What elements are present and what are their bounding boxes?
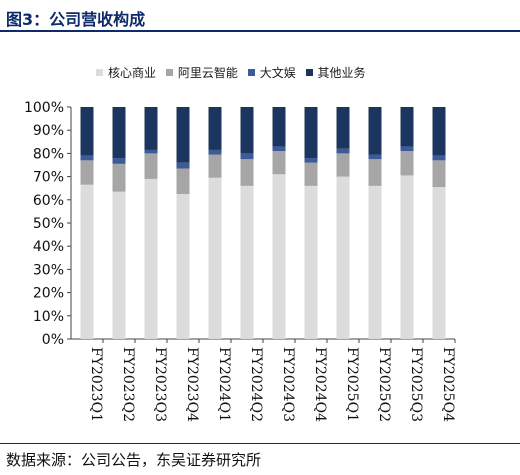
bar-segment bbox=[336, 176, 350, 339]
bar-segment bbox=[176, 194, 190, 339]
x-tick-label: FY2025Q3 bbox=[408, 347, 424, 422]
x-tick-label: FY2023Q1 bbox=[88, 347, 104, 422]
bar-segment bbox=[240, 185, 254, 339]
y-tick-label: 20% bbox=[33, 286, 64, 302]
bar-segment bbox=[80, 155, 94, 161]
bar-segment bbox=[144, 149, 158, 154]
bar-segment bbox=[240, 107, 254, 154]
bar-segment bbox=[400, 175, 414, 339]
bar-segment bbox=[272, 146, 286, 152]
y-tick-label: 70% bbox=[33, 170, 64, 186]
y-tick-label: 0% bbox=[42, 332, 64, 348]
bar-segment bbox=[208, 149, 222, 155]
legend-label-entertainment: 大文娱 bbox=[259, 66, 296, 80]
bar-segment bbox=[336, 148, 350, 154]
bar-segment bbox=[304, 162, 318, 186]
bar-segment bbox=[368, 159, 382, 186]
y-tick-label: 80% bbox=[33, 146, 64, 162]
y-tick-label: 60% bbox=[33, 193, 64, 209]
bar-segment bbox=[432, 160, 446, 188]
bar-segment bbox=[336, 107, 350, 149]
bar-segment bbox=[304, 185, 318, 339]
bar-segment bbox=[368, 154, 382, 160]
x-tick-label: FY2024Q2 bbox=[248, 347, 264, 422]
legend-item-core: 核心商业 bbox=[96, 64, 156, 81]
legend-swatch-other bbox=[305, 69, 313, 76]
bar-segment bbox=[80, 107, 94, 156]
x-tick-label: FY2023Q4 bbox=[184, 347, 200, 422]
legend-label-core: 核心商业 bbox=[108, 66, 157, 80]
bar-segment bbox=[272, 151, 286, 175]
bar-segment bbox=[368, 107, 382, 155]
bar-segment bbox=[80, 160, 94, 185]
x-tick-label: FY2023Q3 bbox=[152, 347, 168, 422]
figure-source: 数据来源：公司公告，东吴证券研究所 bbox=[6, 451, 262, 469]
legend-swatch-core bbox=[96, 69, 103, 76]
legend-item-other: 其他业务 bbox=[305, 64, 366, 81]
bar-segment bbox=[336, 153, 350, 177]
bar-segment bbox=[272, 174, 286, 339]
bar-segment bbox=[304, 107, 318, 159]
chart-legend: 核心商业 阿里云智能 大文娱 其他业务 bbox=[96, 64, 372, 81]
x-tick-label: FY2024Q3 bbox=[280, 347, 296, 422]
y-tick-label: 30% bbox=[33, 262, 64, 278]
bar-segment bbox=[80, 184, 94, 339]
y-tick-label: 10% bbox=[33, 309, 64, 325]
bar-segment bbox=[208, 154, 222, 178]
bar-segment bbox=[208, 177, 222, 339]
bar-segment bbox=[432, 187, 446, 339]
bar-segment bbox=[112, 191, 126, 339]
bar-segment bbox=[400, 151, 414, 176]
y-tick-label: 40% bbox=[33, 239, 64, 255]
bar-segment bbox=[432, 155, 446, 161]
bar-segment bbox=[400, 107, 414, 147]
bar-segment bbox=[176, 107, 190, 163]
bar-segment bbox=[176, 168, 190, 194]
figure-title: 图3：公司营收构成 bbox=[6, 10, 146, 29]
bar-segment bbox=[144, 153, 158, 179]
y-tick-label: 50% bbox=[33, 216, 64, 232]
bar-segment bbox=[240, 159, 254, 186]
bar-segment bbox=[304, 158, 318, 163]
legend-swatch-entertainment bbox=[247, 69, 255, 76]
bar-segment bbox=[144, 107, 158, 150]
bar-segment bbox=[368, 185, 382, 339]
source-rule bbox=[0, 443, 520, 444]
legend-item-entertainment: 大文娱 bbox=[247, 64, 296, 81]
bar-segment bbox=[240, 153, 254, 160]
y-tick-label: 100% bbox=[24, 100, 64, 116]
legend-label-cloud: 阿里云智能 bbox=[177, 66, 238, 80]
stacked-bar-chart: 0% 10% 20% 30% 40% 50% 60% 70% 80% 90% 100% FY2023Q… bbox=[24, 100, 456, 422]
bar-segment bbox=[144, 178, 158, 339]
x-tick-label: FY2024Q1 bbox=[216, 347, 232, 422]
bar-segment bbox=[208, 107, 222, 150]
bar-segment bbox=[272, 107, 286, 147]
y-tick-label: 90% bbox=[33, 123, 64, 139]
x-tick-label: FY2025Q4 bbox=[440, 347, 456, 422]
legend-item-cloud: 阿里云智能 bbox=[165, 64, 238, 81]
bar-segment bbox=[400, 146, 414, 152]
bar-segment bbox=[176, 162, 190, 169]
legend-swatch-cloud bbox=[165, 69, 173, 76]
bar-segment bbox=[112, 107, 126, 159]
x-tick-label: FY2025Q2 bbox=[376, 347, 392, 422]
bar-segment bbox=[112, 158, 126, 164]
bar-segment bbox=[112, 163, 126, 192]
legend-label-other: 其他业务 bbox=[317, 66, 366, 80]
x-tick-label: FY2023Q2 bbox=[120, 347, 136, 422]
x-tick-label: FY2024Q4 bbox=[312, 347, 328, 422]
title-rule bbox=[0, 30, 520, 32]
x-tick-label: FY2025Q1 bbox=[344, 347, 360, 422]
bar-segment bbox=[432, 107, 446, 156]
